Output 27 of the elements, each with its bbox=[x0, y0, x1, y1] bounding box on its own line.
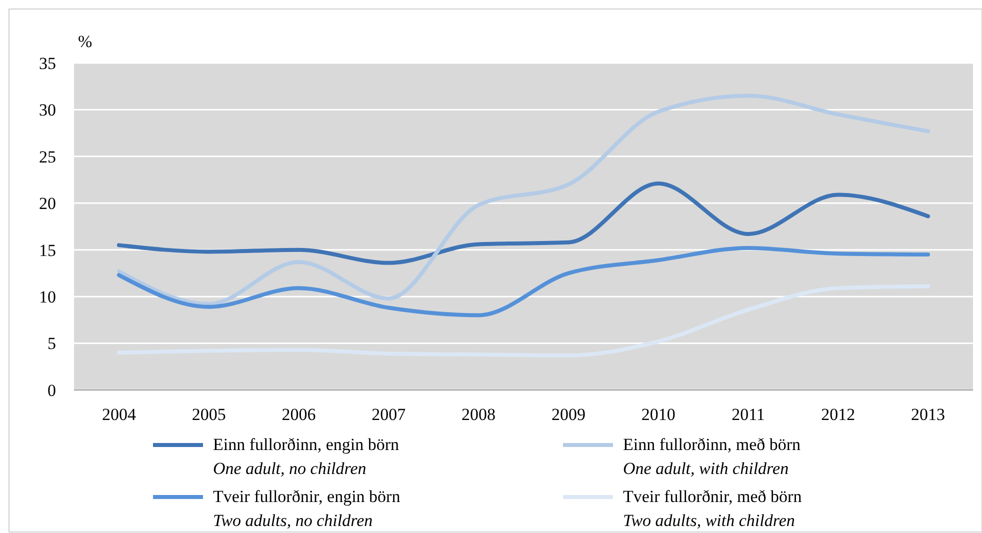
x-tick-label: 2012 bbox=[821, 405, 856, 424]
y-tick-label: 25 bbox=[39, 147, 56, 166]
y-tick-label: 35 bbox=[39, 54, 56, 73]
legend-label: Tveir fullorðnir, engin börn Two adults, no children bbox=[213, 487, 401, 530]
x-tick-label: 2008 bbox=[462, 405, 496, 424]
x-tick-label: 2007 bbox=[372, 405, 406, 424]
line-series bbox=[116, 246, 930, 318]
y-tick-label: 5 bbox=[48, 334, 56, 354]
legend-label: Einn fullorðinn, engin börn One adult, no children bbox=[213, 435, 400, 478]
x-tick-label: 2009 bbox=[551, 405, 586, 424]
y-tick-label: 15 bbox=[39, 240, 56, 260]
y-tick-label: 10 bbox=[39, 288, 56, 307]
y-tick-label: 20 bbox=[39, 194, 56, 214]
line-series bbox=[116, 182, 930, 265]
x-tick-label: 2006 bbox=[282, 405, 316, 424]
y-axis-title: % bbox=[78, 32, 92, 51]
x-tick-label: 2013 bbox=[911, 405, 946, 424]
line-series bbox=[116, 94, 930, 306]
legend-label: Einn fullorðinn, með börn One adult, with children bbox=[623, 435, 802, 478]
legend-label: Tveir fullorðnir, með börn Two adults, with children bbox=[623, 487, 802, 530]
x-tick-label: 2010 bbox=[641, 405, 676, 424]
x-tick-label: 2005 bbox=[192, 405, 226, 424]
x-tick-label: 2011 bbox=[732, 405, 765, 424]
y-tick-label: 30 bbox=[39, 100, 56, 120]
line-series bbox=[116, 284, 930, 358]
x-tick-label: 2004 bbox=[102, 405, 136, 424]
y-tick-label: 0 bbox=[48, 380, 56, 400]
